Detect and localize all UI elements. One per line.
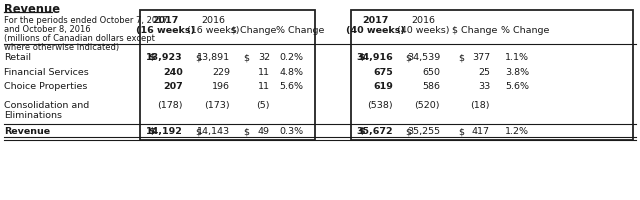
Text: 13,891: 13,891	[197, 53, 230, 62]
Text: 417: 417	[472, 126, 490, 135]
Text: 1.2%: 1.2%	[505, 126, 529, 135]
Text: 5.6%: 5.6%	[279, 82, 303, 91]
Text: Revenue: Revenue	[4, 3, 60, 16]
Text: 2016: 2016	[411, 16, 435, 25]
Text: 2016: 2016	[201, 16, 225, 25]
Text: 586: 586	[422, 82, 440, 91]
Text: (18): (18)	[470, 100, 490, 109]
Text: 4.8%: 4.8%	[279, 68, 303, 77]
Text: % Change: % Change	[276, 26, 324, 35]
Text: Choice Properties: Choice Properties	[4, 82, 88, 91]
Text: (173): (173)	[204, 100, 230, 109]
Text: 49: 49	[258, 126, 270, 135]
Text: 3.8%: 3.8%	[505, 68, 529, 77]
Text: (178): (178)	[157, 100, 183, 109]
Text: $: $	[243, 53, 249, 62]
Text: (40 weeks): (40 weeks)	[397, 26, 449, 35]
Text: % Change: % Change	[501, 26, 549, 35]
Text: 229: 229	[212, 68, 230, 77]
Text: (16 weeks): (16 weeks)	[187, 26, 239, 35]
Text: 34,916: 34,916	[356, 53, 393, 62]
Text: 14,192: 14,192	[146, 126, 183, 135]
Text: $: $	[458, 53, 464, 62]
Text: (16 weeks): (16 weeks)	[136, 26, 195, 35]
Text: 35,255: 35,255	[407, 126, 440, 135]
Text: $ Change: $ Change	[452, 26, 498, 35]
Text: 0.3%: 0.3%	[279, 126, 303, 135]
Text: Revenue: Revenue	[4, 126, 50, 135]
Text: 1.1%: 1.1%	[505, 53, 529, 62]
Text: (40 weeks): (40 weeks)	[346, 26, 404, 35]
Text: For the periods ended October 7, 2017: For the periods ended October 7, 2017	[4, 16, 168, 25]
Text: 2017: 2017	[152, 16, 178, 25]
Text: 5.6%: 5.6%	[505, 82, 529, 91]
Text: (538): (538)	[367, 100, 393, 109]
Text: Eliminations: Eliminations	[4, 110, 62, 119]
Text: 25: 25	[478, 68, 490, 77]
Text: 11: 11	[258, 82, 270, 91]
Text: 2017: 2017	[362, 16, 388, 25]
Text: (5): (5)	[257, 100, 270, 109]
Text: 240: 240	[163, 68, 183, 77]
Bar	[351, 11, 633, 140]
Text: 675: 675	[373, 68, 393, 77]
Text: Retail: Retail	[4, 53, 31, 62]
Text: 11: 11	[258, 68, 270, 77]
Text: $: $	[405, 126, 411, 135]
Text: 196: 196	[212, 82, 230, 91]
Text: $: $	[458, 126, 464, 135]
Bar	[140, 11, 315, 140]
Text: $: $	[195, 126, 201, 135]
Text: 14,143: 14,143	[197, 126, 230, 135]
Text: 13,923: 13,923	[147, 53, 183, 62]
Text: 35,672: 35,672	[356, 126, 393, 135]
Text: $: $	[358, 126, 365, 135]
Text: $: $	[148, 126, 155, 135]
Text: $: $	[148, 53, 155, 62]
Text: $: $	[195, 53, 201, 62]
Text: and October 8, 2016: and October 8, 2016	[4, 25, 91, 34]
Text: 619: 619	[373, 82, 393, 91]
Text: (520): (520)	[415, 100, 440, 109]
Text: Consolidation and: Consolidation and	[4, 100, 89, 109]
Text: 34,539: 34,539	[407, 53, 440, 62]
Text: 0.2%: 0.2%	[279, 53, 303, 62]
Text: $ Change: $ Change	[231, 26, 276, 35]
Text: $: $	[358, 53, 365, 62]
Text: where otherwise indicated): where otherwise indicated)	[4, 43, 119, 52]
Text: Financial Services: Financial Services	[4, 68, 89, 77]
Text: 377: 377	[472, 53, 490, 62]
Text: $: $	[405, 53, 411, 62]
Text: 650: 650	[422, 68, 440, 77]
Text: 32: 32	[258, 53, 270, 62]
Text: (millions of Canadian dollars except: (millions of Canadian dollars except	[4, 34, 155, 43]
Text: 33: 33	[477, 82, 490, 91]
Text: $: $	[243, 126, 249, 135]
Text: 207: 207	[163, 82, 183, 91]
